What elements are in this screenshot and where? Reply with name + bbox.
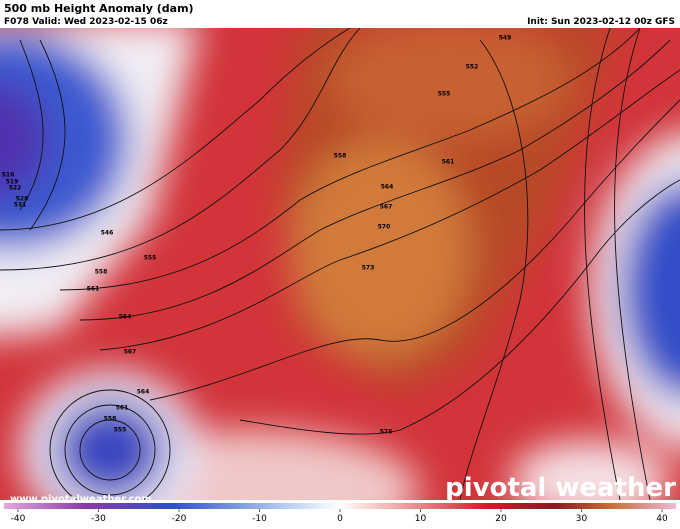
- init-time: Init: Sun 2023-02-12 00z GFS: [527, 17, 675, 27]
- contour-label: 573: [362, 265, 375, 272]
- colorbar-tick-label: 30: [576, 514, 588, 524]
- url: www.pivotalweather.com: [10, 494, 152, 505]
- valid-time: F078 Valid: Wed 2023-02-15 06z: [4, 17, 168, 27]
- contour-label: 558: [104, 416, 117, 423]
- contour-label: 549: [499, 35, 512, 42]
- brand: pivotal weather: [445, 473, 676, 503]
- contour-label: 552: [466, 64, 479, 71]
- contour-label: 561: [116, 405, 129, 412]
- contour-label: 555: [114, 427, 127, 434]
- contour-label: 522: [9, 185, 22, 192]
- contour-label: 567: [124, 349, 137, 356]
- contour-label: 555: [438, 91, 451, 98]
- colorbar-tick-label: -20: [172, 514, 187, 524]
- contour-label: 567: [380, 204, 393, 211]
- contour-label: 528: [16, 196, 29, 203]
- colorbar-tick-label: -30: [91, 514, 106, 524]
- colorbar-tick-label: 20: [495, 514, 507, 524]
- colorbar-tick-label: 40: [656, 514, 668, 524]
- contour-label: 558: [334, 153, 347, 160]
- contour-label: 564: [119, 314, 132, 321]
- contour-label: 531: [14, 202, 27, 209]
- colorbar: [4, 503, 676, 509]
- contour-label: 576: [380, 429, 393, 436]
- contour-label: 561: [442, 159, 455, 166]
- contour-label: 564: [381, 184, 394, 191]
- colorbar-tick-label: 0: [337, 514, 343, 524]
- colorbar-tick-label: 10: [415, 514, 427, 524]
- contour-label: 558: [95, 269, 108, 276]
- colorbar-tick-label: -10: [252, 514, 267, 524]
- contour-label: 570: [378, 224, 391, 231]
- header-band: [0, 0, 680, 28]
- contour-label: 546: [101, 230, 114, 237]
- contour-label: 519: [6, 179, 19, 186]
- contour-label: 555: [144, 255, 157, 262]
- colorbar-ticks: -40 -30 -20 -10 0 10 20 30 40: [11, 509, 668, 524]
- contour-label: 564: [137, 389, 150, 396]
- contour-label: 561: [87, 286, 100, 293]
- colorbar-tick-label: -40: [11, 514, 26, 524]
- contour-label: 516: [2, 172, 15, 179]
- contours: [0, 28, 680, 500]
- title: 500 mb Height Anomaly (dam): [4, 2, 194, 15]
